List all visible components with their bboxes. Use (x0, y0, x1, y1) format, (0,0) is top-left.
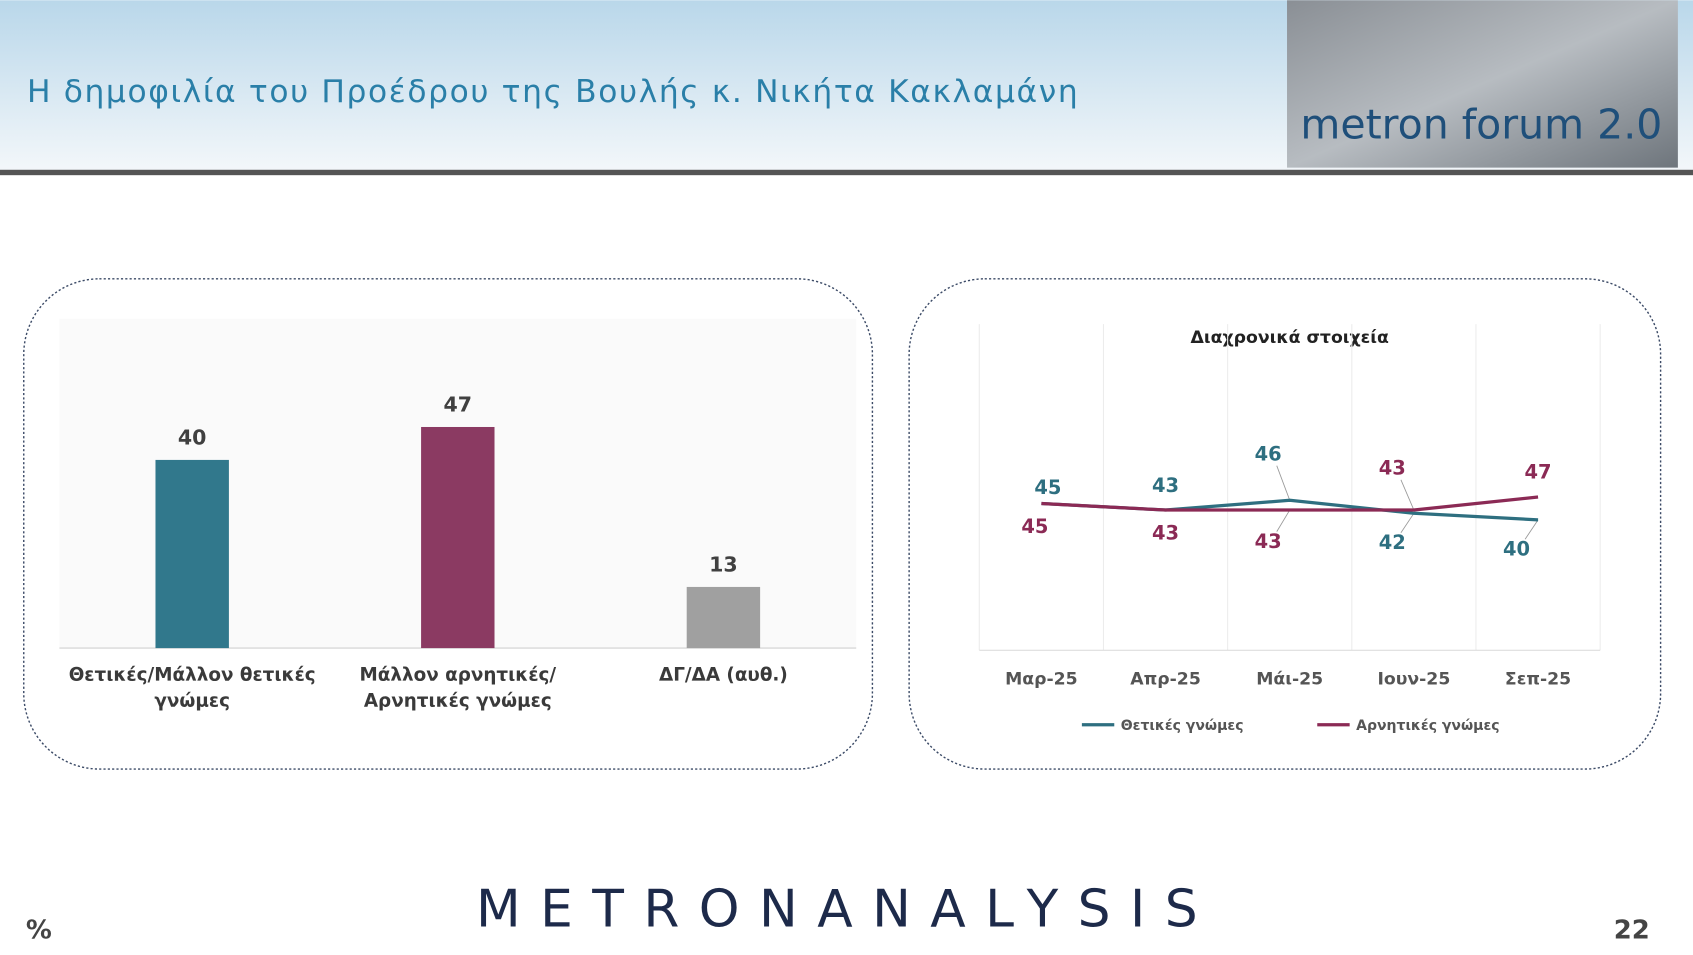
x-tick-label: ΔΓ/ΔΑ (αυθ.) (659, 664, 788, 686)
category-label-box: ΔΓ/ΔΑ (αυθ.) (659, 664, 788, 686)
x-tick-label: Μαρ-25 (1005, 669, 1078, 689)
panel-frame (23, 278, 874, 770)
data-label: 40 (178, 425, 207, 449)
data-label: 13 (709, 552, 738, 576)
data-label: 46 (1255, 442, 1282, 465)
data-label: 40 (1503, 538, 1530, 561)
leader-line (1276, 465, 1291, 501)
slide-title: Η δημοφιλία του Προέδρου της Βουλής κ. Ν… (27, 74, 1079, 110)
data-label: 43 (1255, 530, 1282, 553)
leader-line (1524, 519, 1539, 540)
chart-title: Διαχρονικά στοιχεία (1191, 328, 1389, 348)
leader-line (1400, 479, 1415, 511)
logo-image (1287, 0, 1678, 168)
x-tick-label: Ιουν-25 (1377, 669, 1450, 689)
leader-line (1400, 513, 1415, 533)
x-tick-label: Απρ-25 (1130, 669, 1201, 689)
data-label: 47 (1525, 461, 1552, 484)
series-line (1041, 495, 1539, 512)
logo-text: metron forum 2.0 (1300, 101, 1662, 149)
header-rule (0, 169, 1693, 176)
legend-label: Θετικές γνώμες (1121, 718, 1244, 734)
page-number: 22 (1614, 915, 1650, 945)
data-label: 43 (1152, 474, 1179, 497)
data-label: 43 (1379, 457, 1406, 480)
panel-frame (908, 278, 1662, 770)
brand: METRONANALYSIS (476, 880, 1217, 940)
data-label: 43 (1152, 521, 1179, 544)
data-label: 45 (1021, 515, 1048, 538)
unit-label: % (26, 915, 52, 945)
bar (421, 426, 495, 649)
leader-line (1276, 509, 1291, 532)
bar (686, 586, 761, 649)
x-tick-label: Μάι-25 (1256, 669, 1323, 689)
category-label-box: Μάλλον αρνητικές/Αρνητικές γνώμες (359, 664, 557, 712)
bar (155, 459, 229, 649)
x-tick-label: Μάλλον αρνητικές/Αρνητικές γνώμες (359, 664, 557, 712)
data-label: 47 (444, 392, 473, 416)
x-tick-label: Θετικές/Μάλλον θετικές γνώμες (68, 664, 316, 712)
data-label: 45 (1034, 476, 1061, 499)
category-label-box: Θετικές/Μάλλον θετικές γνώμες (68, 664, 316, 712)
legend-label: Αρνητικές γνώμες (1356, 718, 1499, 734)
data-label: 42 (1379, 531, 1406, 554)
x-tick-label: Σεπ-25 (1505, 669, 1571, 689)
